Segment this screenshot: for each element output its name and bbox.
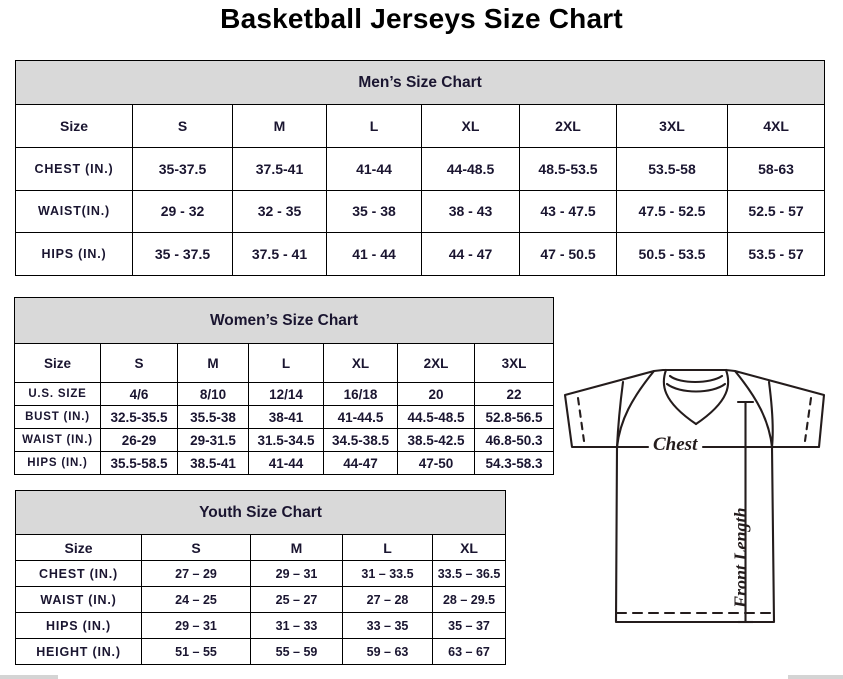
svg-text:Chest: Chest	[653, 434, 698, 455]
svg-text:Front Length: Front Length	[731, 507, 751, 609]
